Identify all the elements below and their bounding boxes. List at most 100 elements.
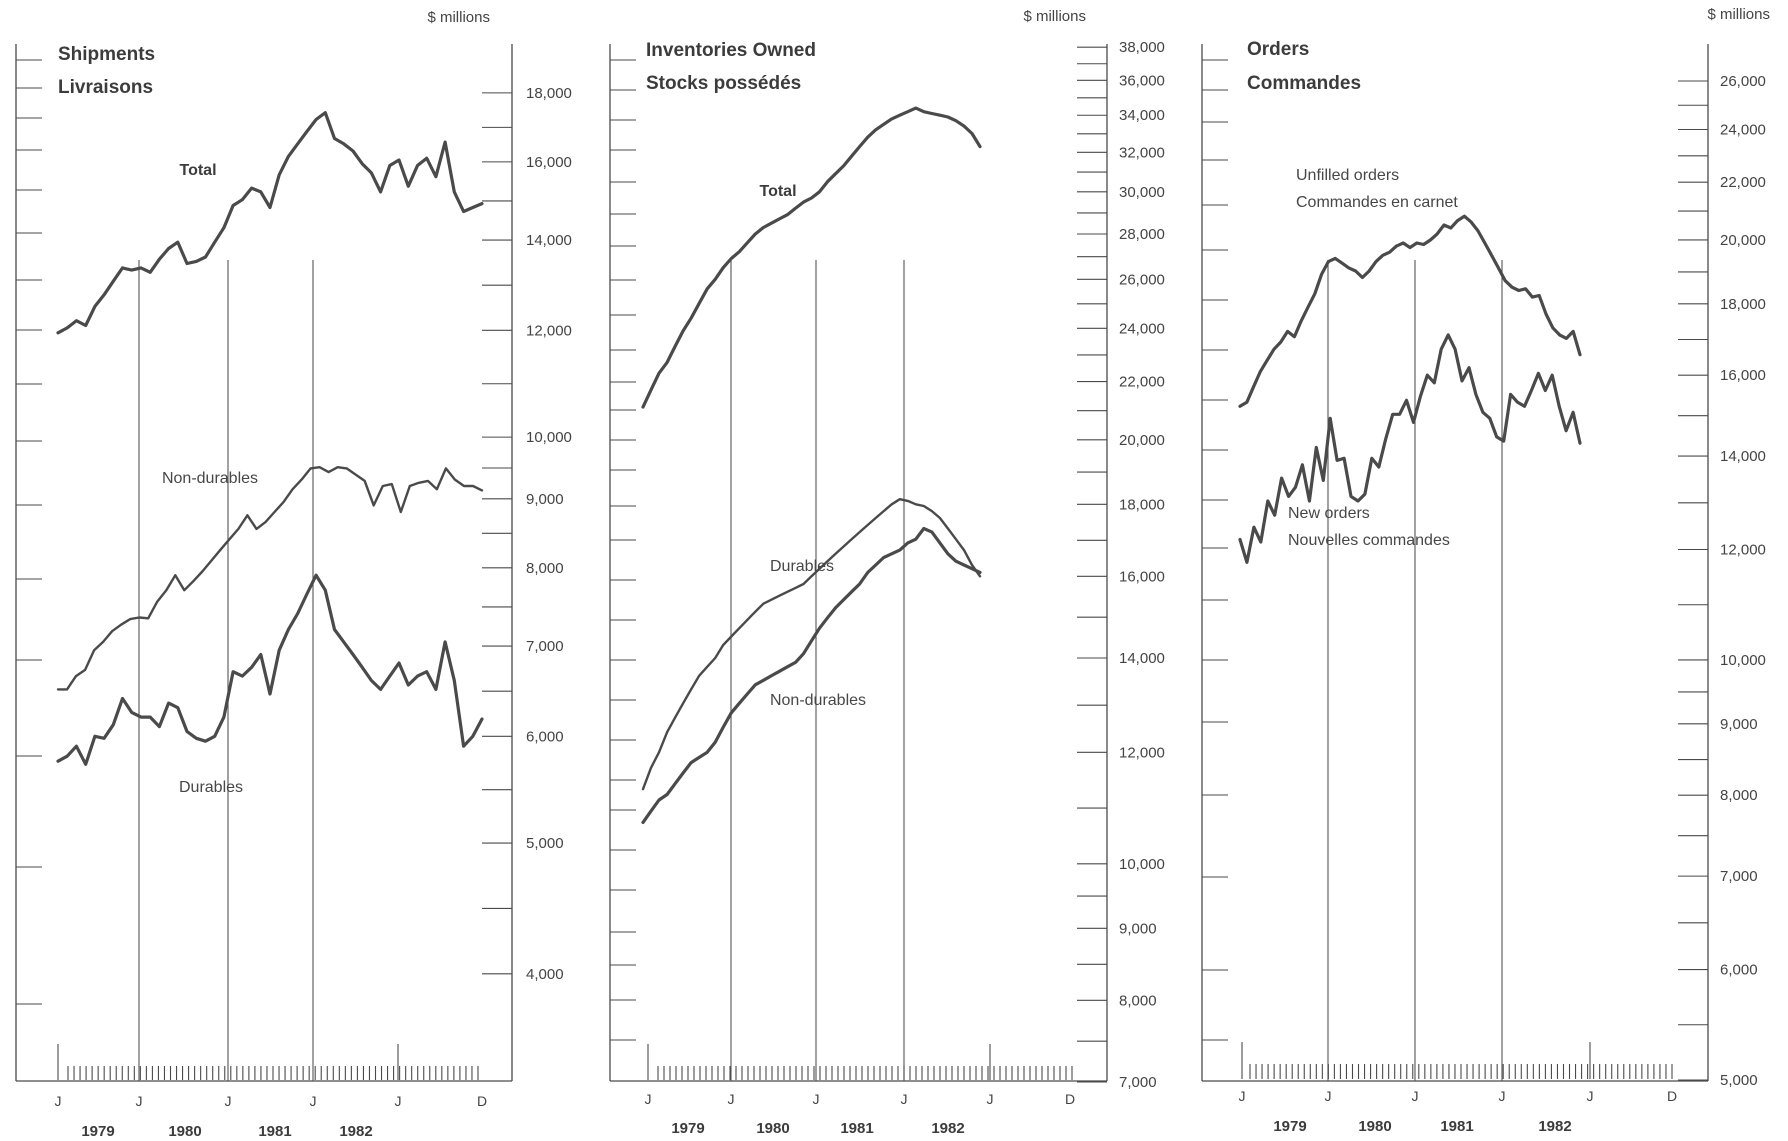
y-tick-label: 10,000 [526,429,572,446]
y-tick-label: 18,000 [1119,496,1165,513]
y-tick-label: 34,000 [1119,107,1165,124]
y-tick-label: 12,000 [526,322,572,339]
year-label: 1981 [1440,1118,1473,1135]
series-line-unfilled-orders [1238,214,1582,408]
y-tick-label: 20,000 [1119,432,1165,449]
series-line-total [641,106,982,409]
month-label: J [645,1091,652,1107]
month-label: D [1667,1088,1677,1104]
year-label: 1979 [1273,1118,1306,1135]
month-label: J [728,1091,735,1107]
y-tick-label: 9,000 [526,491,564,508]
series-label: Unfilled orders [1296,167,1399,184]
units-label: $ millions [1023,8,1086,25]
y-tick-label: 4,000 [526,966,564,983]
series-label: Non-durables [770,692,866,709]
chart-title: Inventories Owned [646,40,816,61]
y-tick-label: 9,000 [1720,716,1758,733]
y-tick-label: 28,000 [1119,226,1165,243]
orders-panel: 5,000 6,000 7,000 8,000 9,000 10,000 12,000 14,… [1201,6,1770,1135]
y-tick-label: 8,000 [1119,992,1157,1009]
inventories-panel: 7,000 8,000 9,000 10,000 12,000 14,000 16,000 1… [609,8,1165,1137]
y-tick-label: 18,000 [1720,296,1766,313]
month-label: J [901,1091,908,1107]
chart-title: Shipments [58,44,155,65]
month-label: J [813,1091,820,1107]
year-label: 1979 [81,1123,114,1140]
y-tick-label: 12,000 [1119,744,1165,761]
y-tick-label: 22,000 [1720,174,1766,191]
y-tick-label: 22,000 [1119,374,1165,391]
y-tick-label: 12,000 [1720,542,1766,559]
y-tick-label: 16,000 [526,154,572,171]
y-tick-label: 24,000 [1119,320,1165,337]
year-label: 1979 [671,1120,704,1137]
month-label: D [477,1093,487,1109]
y-tick-label: 5,000 [526,835,564,852]
y-tick-label: 7,000 [1119,1074,1157,1091]
y-tick-label: 38,000 [1119,39,1165,56]
chart-subtitle: Livraisons [58,77,153,98]
y-tick-label: 8,000 [526,560,564,577]
series-label: Durables [770,558,834,575]
month-label: J [1499,1088,1506,1104]
month-label: J [136,1093,143,1109]
chart-subtitle: Stocks possédés [646,73,801,94]
year-label: 1980 [756,1120,789,1137]
series-line-total [56,111,484,335]
y-tick-label: 7,000 [1720,868,1758,885]
month-label: J [225,1093,232,1109]
series-line-new-orders [1238,333,1582,564]
series-label: Commandes en carnet [1296,194,1458,211]
year-label: 1980 [168,1123,201,1140]
series-line-durables [641,498,982,791]
y-tick-label: 26,000 [1119,271,1165,288]
month-label: D [1065,1091,1075,1107]
year-label: 1981 [258,1123,291,1140]
y-tick-label: 8,000 [1720,787,1758,804]
y-tick-label: 6,000 [526,728,564,745]
y-tick-label: 36,000 [1119,72,1165,89]
y-tick-label: 24,000 [1720,121,1766,138]
month-label: J [1412,1088,1419,1104]
y-tick-label: 10,000 [1720,652,1766,669]
month-label: J [987,1091,994,1107]
month-label: J [55,1093,62,1109]
y-tick-label: 10,000 [1119,856,1165,873]
y-tick-label: 16,000 [1720,367,1766,384]
series-label: Non-durables [162,470,258,487]
y-tick-label: 6,000 [1720,962,1758,979]
series-label: Total [759,183,796,200]
series-line-non-durables [641,526,982,825]
units-label: $ millions [1707,6,1770,23]
series-line-non-durables [56,466,484,691]
y-tick-label: 16,000 [1119,568,1165,585]
year-label: 1982 [931,1120,964,1137]
y-tick-label: 32,000 [1119,144,1165,161]
year-label: 1982 [1538,1118,1571,1135]
month-label: J [1239,1088,1246,1104]
series-label: Total [179,162,216,179]
y-tick-label: 20,000 [1720,232,1766,249]
y-tick-label: 9,000 [1119,920,1157,937]
shipments-panel: 4,000 5,000 6,000 7,000 8,000 9,000 10,000 12,0… [15,9,572,1140]
year-label: 1982 [339,1123,372,1140]
y-tick-label: 5,000 [1720,1072,1758,1089]
y-tick-label: 30,000 [1119,184,1165,201]
y-tick-label: 14,000 [1720,448,1766,465]
year-label: 1980 [1358,1118,1391,1135]
month-label: J [395,1093,402,1109]
y-tick-label: 14,000 [1119,650,1165,667]
series-label: Durables [179,779,243,796]
month-label: J [310,1093,317,1109]
chart-subtitle: Commandes [1247,73,1361,94]
y-tick-label: 26,000 [1720,73,1766,90]
y-tick-label: 7,000 [526,638,564,655]
month-label: J [1325,1088,1332,1104]
units-label: $ millions [427,9,490,26]
y-tick-label: 18,000 [526,85,572,102]
series-label: Nouvelles commandes [1288,532,1450,549]
series-line-durables [56,573,484,766]
y-tick-label: 14,000 [526,232,572,249]
month-label: J [1587,1088,1594,1104]
